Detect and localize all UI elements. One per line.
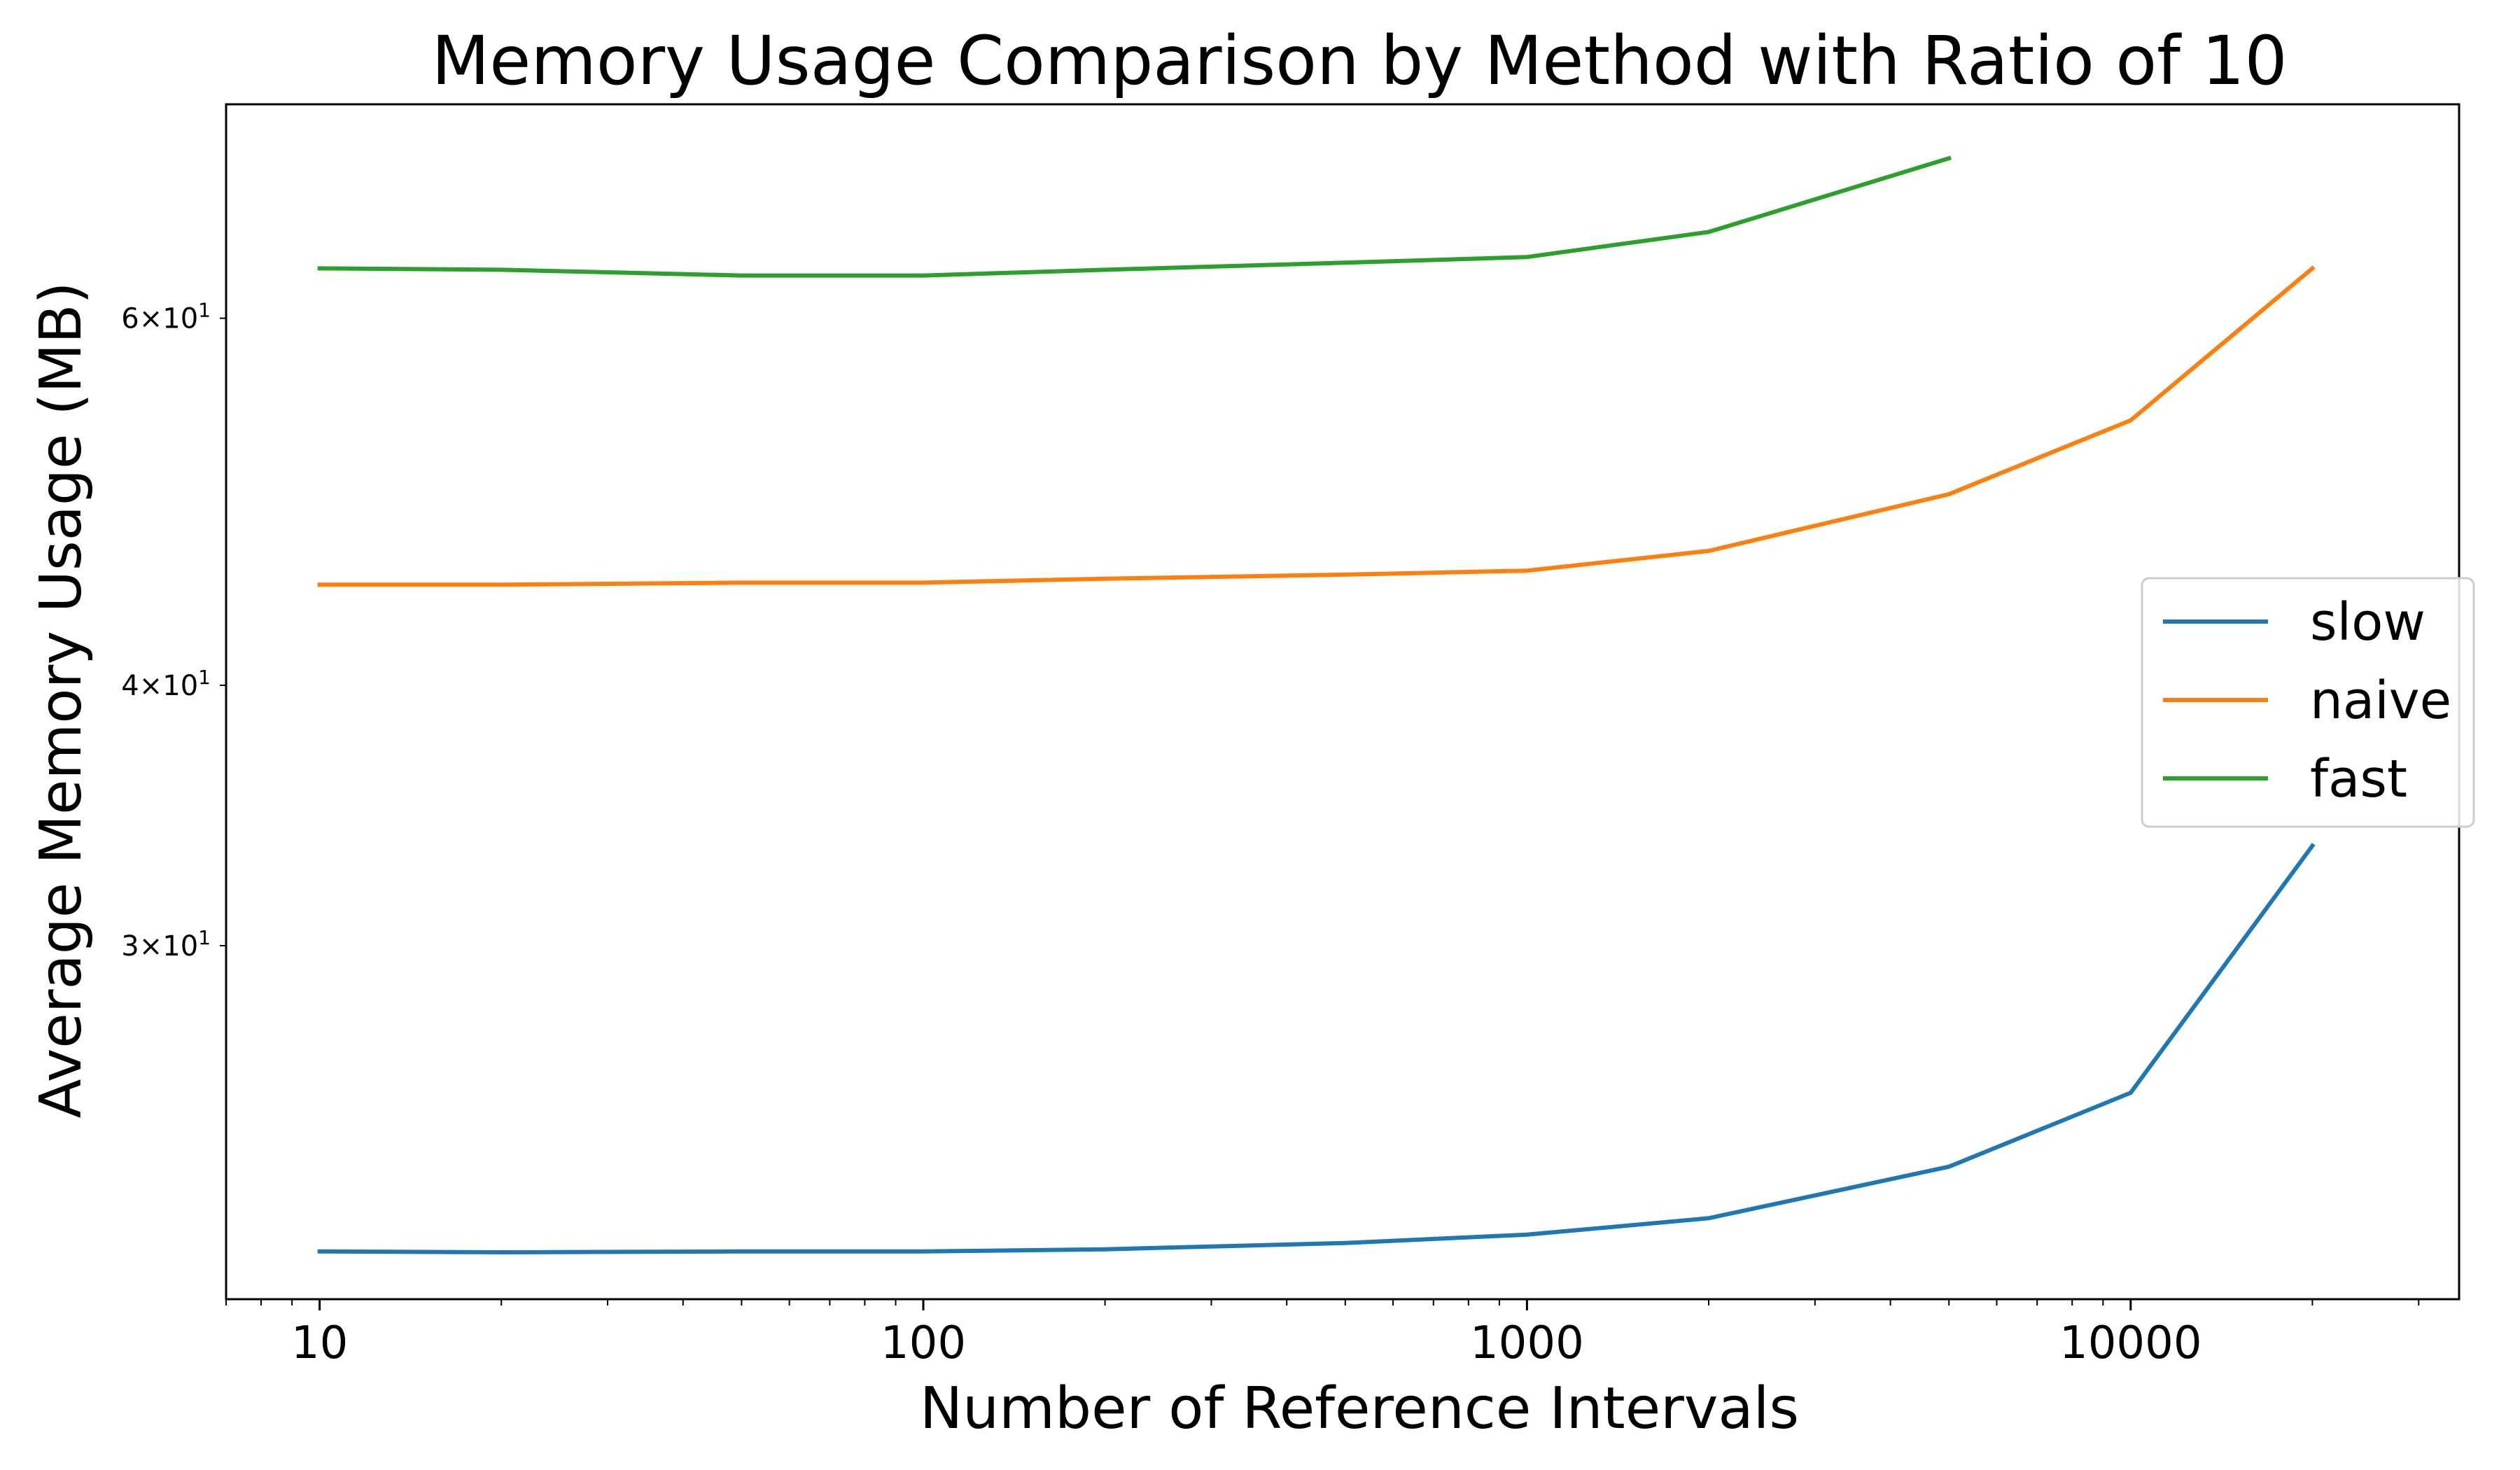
x-axis: 10 100 1000 10000 [225,1299,2420,1369]
legend-label-naive: naive [2310,671,2451,731]
series-line-naive [317,265,2316,587]
y-axis-label: Average Memory Usage (MB) [28,282,94,1119]
y-axis: 3×101 4×101 6×101 [121,299,226,962]
y-tick-label: 6×101 [121,299,211,335]
legend-label-slow: slow [2310,592,2426,652]
legend: slow naive fast [2141,577,2475,828]
plot-area [317,155,2316,1254]
x-axis-label: Number of Reference Intervals [920,1376,1799,1442]
y-tick-label: 4×101 [121,666,211,702]
legend-box [2141,577,2475,828]
plot-frame [225,103,2460,1301]
series-line-fast [317,155,1952,278]
x-tick-label: 1000 [1470,1317,1584,1369]
series-line-slow [317,843,2316,1254]
legend-label-fast: fast [2310,749,2407,809]
x-tick-label: 100 [881,1317,966,1369]
x-tick-label: 10000 [2059,1317,2202,1369]
chart-title: Memory Usage Comparison by Method with R… [431,22,2287,100]
x-tick-label: 10 [291,1317,348,1369]
y-tick-label: 3×101 [121,926,211,962]
